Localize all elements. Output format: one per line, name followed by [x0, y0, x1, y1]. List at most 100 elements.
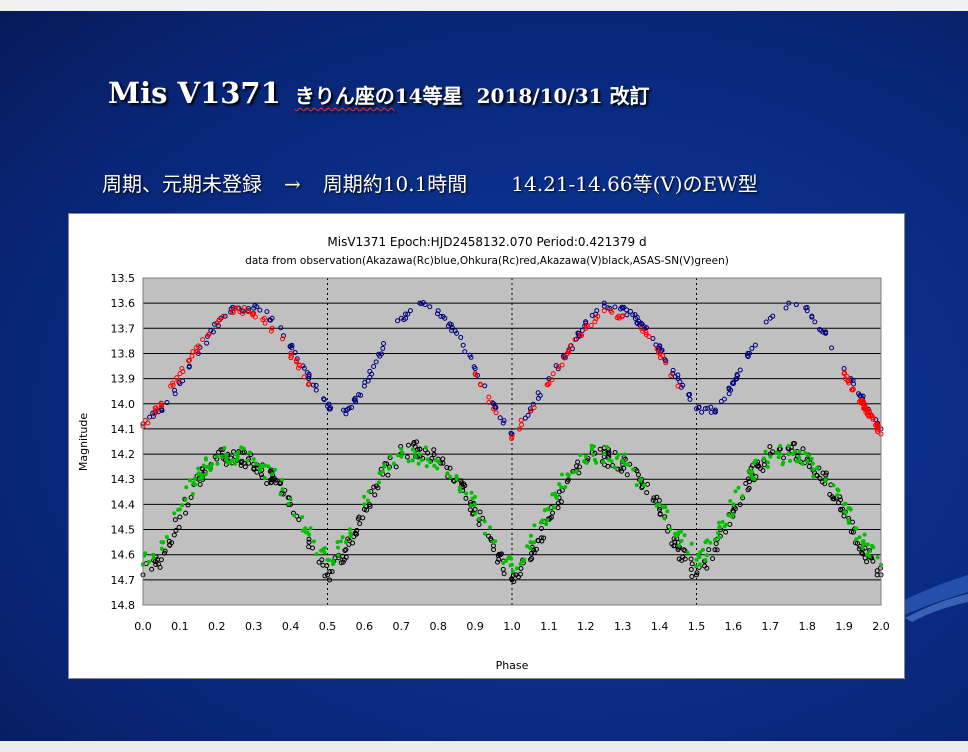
- data-point: [280, 336, 286, 342]
- data-point: [458, 489, 463, 494]
- data-point: [853, 526, 858, 531]
- data-point: [459, 480, 465, 486]
- data-point: [239, 445, 244, 450]
- data-point: [579, 332, 585, 338]
- data-point: [767, 315, 773, 321]
- data-point: [454, 474, 459, 479]
- data-point: [413, 454, 418, 459]
- data-point: [300, 515, 305, 520]
- data-point: [321, 396, 327, 402]
- data-point: [750, 474, 755, 479]
- data-point: [763, 319, 769, 325]
- data-point: [280, 487, 285, 492]
- data-point: [694, 406, 699, 412]
- data-point: [258, 472, 264, 478]
- data-point: [152, 411, 158, 417]
- data-point: [865, 542, 870, 547]
- data-point: [812, 319, 818, 325]
- data-point: [482, 519, 487, 524]
- data-point: [646, 334, 652, 340]
- data-point: [399, 454, 404, 459]
- data-point: [434, 311, 440, 317]
- data-point: [186, 358, 192, 364]
- data-point: [746, 485, 752, 491]
- data-point: [388, 454, 393, 459]
- data-point: [159, 540, 164, 545]
- data-point: [268, 328, 274, 334]
- data-point: [705, 405, 711, 411]
- data-point: [618, 468, 624, 474]
- x-tick-label: 0.4: [282, 620, 300, 633]
- data-point: [589, 312, 595, 318]
- data-point: [173, 528, 179, 534]
- data-point: [269, 479, 275, 485]
- data-point: [343, 540, 348, 545]
- data-point: [862, 555, 868, 561]
- data-point: [197, 482, 203, 488]
- x-tick-label: 1.5: [688, 620, 706, 633]
- data-point: [510, 562, 514, 567]
- data-point: [149, 566, 155, 572]
- data-point: [327, 577, 333, 583]
- data-point: [401, 317, 407, 323]
- data-point: [162, 548, 168, 554]
- data-point: [716, 520, 721, 525]
- data-point: [712, 408, 718, 414]
- data-point: [728, 498, 733, 503]
- x-tick-label: 0.2: [208, 620, 226, 633]
- data-point: [868, 413, 874, 419]
- data-point: [836, 500, 842, 506]
- data-point: [245, 458, 250, 463]
- data-point: [794, 459, 799, 464]
- data-point: [269, 315, 275, 321]
- data-point: [473, 502, 478, 507]
- data-point: [620, 459, 625, 464]
- data-point: [423, 445, 428, 450]
- data-point: [805, 459, 810, 464]
- data-point: [177, 514, 183, 520]
- data-point: [874, 424, 880, 430]
- data-point: [280, 477, 285, 482]
- data-point: [602, 452, 607, 457]
- data-point: [676, 543, 681, 548]
- data-point: [860, 545, 865, 550]
- data-point: [815, 465, 820, 470]
- data-point: [814, 473, 820, 479]
- data-point: [171, 532, 177, 538]
- data-point: [545, 382, 551, 388]
- data-point: [269, 325, 275, 331]
- data-point: [169, 540, 175, 546]
- data-point: [172, 391, 178, 397]
- x-tick-label: 1.2: [577, 620, 595, 633]
- data-point: [258, 463, 263, 468]
- subtitle-arrow: →: [284, 172, 301, 196]
- data-point: [578, 452, 583, 457]
- data-point: [415, 446, 421, 452]
- data-point: [448, 474, 453, 479]
- data-point: [486, 399, 492, 405]
- data-point: [797, 455, 802, 460]
- data-point: [407, 308, 413, 314]
- data-point: [460, 342, 466, 348]
- data-point: [694, 557, 699, 562]
- data-point: [467, 507, 473, 513]
- data-point: [411, 440, 417, 446]
- data-point: [357, 521, 363, 527]
- data-point: [236, 450, 241, 455]
- data-point: [563, 485, 568, 490]
- data-point: [210, 461, 215, 466]
- data-point: [399, 446, 404, 451]
- data-point: [612, 450, 618, 456]
- plot-area: [143, 278, 881, 605]
- data-point: [343, 408, 349, 414]
- data-point: [829, 345, 835, 351]
- y-tick-label: 14.7: [111, 574, 136, 587]
- data-point: [477, 509, 483, 515]
- data-point: [224, 457, 229, 462]
- data-point: [694, 570, 700, 576]
- data-point: [774, 450, 779, 455]
- data-point: [491, 547, 497, 553]
- data-point: [493, 410, 499, 416]
- data-point: [483, 531, 488, 536]
- data-point: [783, 305, 789, 311]
